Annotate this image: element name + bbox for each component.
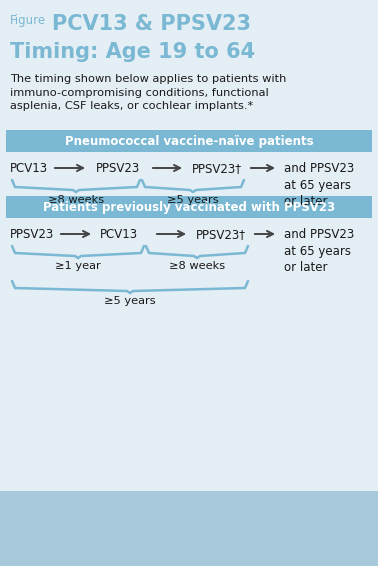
- Text: ≥8 weeks: ≥8 weeks: [48, 195, 104, 205]
- Text: and PPSV23
at 65 years
or later: and PPSV23 at 65 years or later: [284, 228, 354, 274]
- Text: ≥5 years: ≥5 years: [167, 195, 219, 205]
- Text: PPSV23†: PPSV23†: [196, 228, 246, 241]
- Text: PPSV23: PPSV23: [10, 228, 54, 241]
- Text: PPSV23†: PPSV23†: [192, 162, 242, 175]
- Bar: [6, 130, 372, 152]
- Text: PCV13 & PPSV23: PCV13 & PPSV23: [52, 14, 251, 34]
- Text: Figure: Figure: [10, 14, 46, 27]
- Text: and PPSV23
at 65 years
or later: and PPSV23 at 65 years or later: [284, 162, 354, 208]
- Text: ≥8 weeks: ≥8 weeks: [169, 261, 225, 271]
- Text: Pneumococcal vaccine-naïve patients: Pneumococcal vaccine-naïve patients: [65, 135, 313, 148]
- Text: Patients previously vaccinated with PPSV23: Patients previously vaccinated with PPSV…: [43, 200, 335, 213]
- Text: PCV13: PCV13: [100, 228, 138, 241]
- Text: ≥1 year: ≥1 year: [55, 261, 101, 271]
- Text: PCV13: PCV13: [10, 162, 48, 175]
- Text: PPSV23: PPSV23: [96, 162, 140, 175]
- Bar: [0, 491, 378, 566]
- Text: Timing: Age 19 to 64: Timing: Age 19 to 64: [10, 42, 255, 62]
- Bar: [6, 196, 372, 218]
- Text: The timing shown below applies to patients with
immuno-compromising conditions, : The timing shown below applies to patien…: [10, 74, 287, 111]
- Text: ≥5 years: ≥5 years: [104, 296, 156, 306]
